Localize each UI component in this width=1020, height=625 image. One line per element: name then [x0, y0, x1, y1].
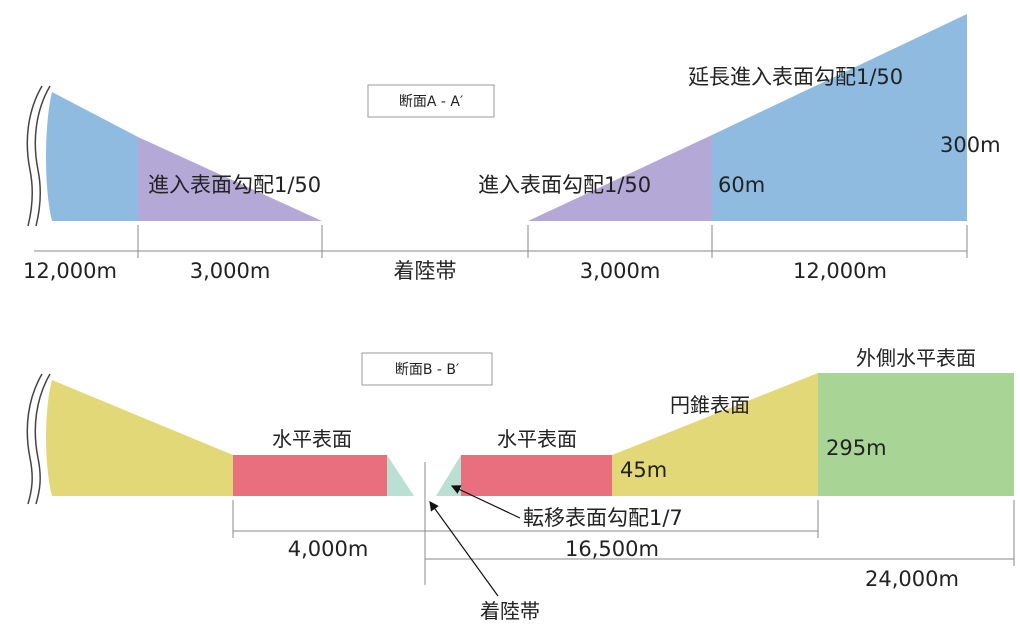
dim-12000m-left: 12,000m — [23, 259, 117, 283]
right-horizontal-surface-label: 水平表面 — [497, 427, 577, 451]
left-transitional-area — [387, 455, 414, 496]
left-approach-area — [138, 137, 322, 221]
left-conical-area — [46, 380, 233, 496]
extended-approach-slope-label: 延長進入表面勾配1/50 — [688, 65, 903, 89]
dim-3000m-left: 3,000m — [190, 259, 271, 283]
height-60m-label: 60m — [718, 173, 765, 197]
right-approach-slope-label: 進入表面勾配1/50 — [478, 173, 651, 197]
section-b-break-mark-2 — [34, 373, 51, 505]
section-a-break-mark — [26, 85, 43, 227]
dim-4000m-label: 4,000m — [288, 537, 369, 561]
section-a-break-mark-2 — [34, 85, 51, 227]
section-b-title: 断面B - B′ — [395, 362, 459, 378]
transitional-slope-label: 転移表面勾配1/7 — [523, 506, 683, 530]
right-conical-area — [612, 373, 818, 496]
height-45m-label: 45m — [620, 458, 667, 482]
height-300m-label: 300m — [940, 133, 1001, 157]
section-a-title: 断面A - A′ — [399, 94, 463, 110]
left-extended-approach-area — [46, 92, 138, 221]
right-horizontal-surface-area — [461, 455, 612, 496]
outer-horizontal-surface-area — [818, 373, 1014, 496]
dim-12000m-right: 12,000m — [793, 259, 887, 283]
landing-strip-label-a: 着陸帯 — [394, 259, 457, 283]
right-extended-approach-area — [712, 14, 967, 221]
landing-strip-label-b: 着陸帯 — [480, 599, 540, 623]
left-horizontal-surface-label: 水平表面 — [272, 427, 352, 451]
dim-3000m-right: 3,000m — [580, 259, 661, 283]
section-b-title-box — [361, 352, 493, 386]
outer-horizontal-surface-label: 外側水平表面 — [856, 346, 976, 370]
conical-surface-label: 円錐表面 — [670, 393, 750, 417]
section-a-title-box — [367, 84, 495, 118]
left-approach-slope-label: 進入表面勾配1/50 — [148, 173, 321, 197]
right-transitional-area — [436, 455, 461, 496]
right-approach-area — [528, 135, 712, 221]
dim-24000m-label: 24,000m — [865, 567, 959, 591]
section-b: 断面B - B′ 水平表面 水平表面 円錐表面 外側水平 — [26, 346, 1015, 623]
section-a: 断面A - A′ 進入表面勾配1/50 進入表面勾配1/50 延長進入表面勾配1… — [23, 14, 1001, 283]
height-295m-label: 295m — [826, 436, 887, 460]
transitional-leader — [450, 485, 521, 519]
landing-strip-leader — [429, 501, 499, 597]
left-horizontal-surface-area — [233, 455, 387, 496]
dim-16500m-label: 16,500m — [565, 537, 659, 561]
section-b-break-mark — [26, 373, 43, 505]
